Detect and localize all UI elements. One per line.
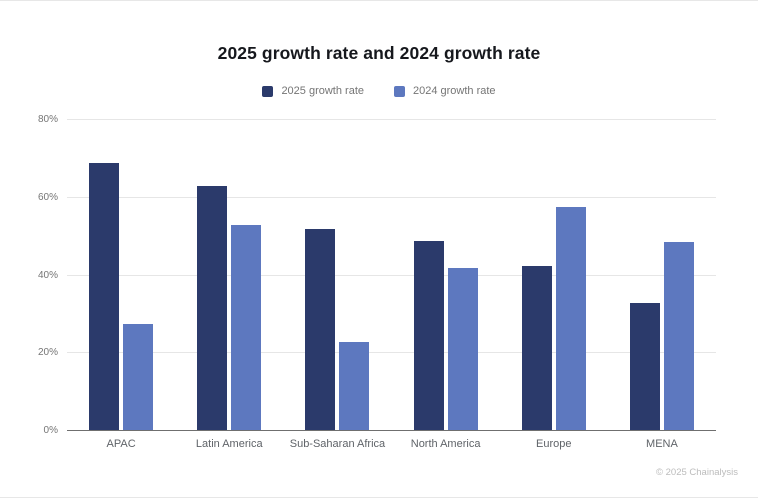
y-tick-label: 40%	[37, 269, 58, 281]
bar-group: North America	[392, 120, 500, 450]
x-axis-baseline: 0%	[44, 425, 716, 436]
chart-legend: 2025 growth rate 2024 growth rate	[0, 85, 758, 97]
legend-label-2025: 2025 growth rate	[281, 85, 364, 97]
category-label: Europe	[536, 438, 572, 450]
gridline: 20%	[38, 347, 716, 358]
category-label: Latin America	[195, 438, 263, 450]
y-tick-label: 20%	[37, 347, 58, 359]
bar-group: Sub-Saharan Africa	[283, 120, 391, 450]
category-label: MENA	[646, 438, 678, 450]
bar-2025-europe[interactable]	[521, 265, 552, 431]
legend-swatch-2025-icon	[262, 85, 274, 97]
copyright-credit: © 2025 Chainalysis	[656, 467, 738, 478]
legend-label-2024: 2024 growth rate	[413, 85, 496, 97]
bar-2024-latin-america[interactable]	[231, 224, 262, 431]
y-tick-label: 0%	[43, 425, 58, 436]
bar-2025-apac[interactable]	[89, 162, 120, 431]
bar-groups: APAC Latin America Sub-Saharan Africa North…	[67, 120, 716, 450]
bar-2024-apac[interactable]	[123, 324, 154, 431]
bar-2024-mena[interactable]	[663, 242, 694, 431]
bar-group: MENA	[608, 120, 716, 450]
legend-item-2025[interactable]: 2025 growth rate	[262, 85, 364, 97]
gridline: 80%	[38, 114, 716, 125]
bar-2024-sub-saharan-africa[interactable]	[339, 341, 370, 431]
bar-2024-europe[interactable]	[555, 207, 586, 431]
category-label: Sub-Saharan Africa	[289, 438, 386, 450]
bar-group: APAC	[67, 120, 175, 450]
bar-2024-north-america[interactable]	[447, 267, 478, 431]
bar-group: Europe	[500, 120, 608, 450]
legend-swatch-2024-icon	[394, 85, 405, 97]
gridline: 60%	[38, 192, 716, 203]
legend-item-2024[interactable]: 2024 growth rate	[394, 85, 496, 97]
bar-2025-mena[interactable]	[629, 302, 660, 431]
category-label: North America	[410, 438, 481, 450]
gridline: 40%	[38, 270, 716, 281]
y-tick-label: 80%	[37, 114, 58, 125]
bar-2025-latin-america[interactable]	[197, 186, 228, 431]
bar-2025-sub-saharan-africa[interactable]	[305, 228, 336, 431]
chart-title: 2025 growth rate and 2024 growth rate	[217, 43, 541, 63]
plot-area: 0% 20% 40% 60% 80% APAC Latin America Sub-Saha…	[38, 114, 716, 450]
category-label: APAC	[106, 438, 136, 450]
y-tick-label: 60%	[37, 191, 58, 203]
bar-group: Latin America	[175, 120, 283, 450]
bar-2025-north-america[interactable]	[413, 240, 444, 431]
